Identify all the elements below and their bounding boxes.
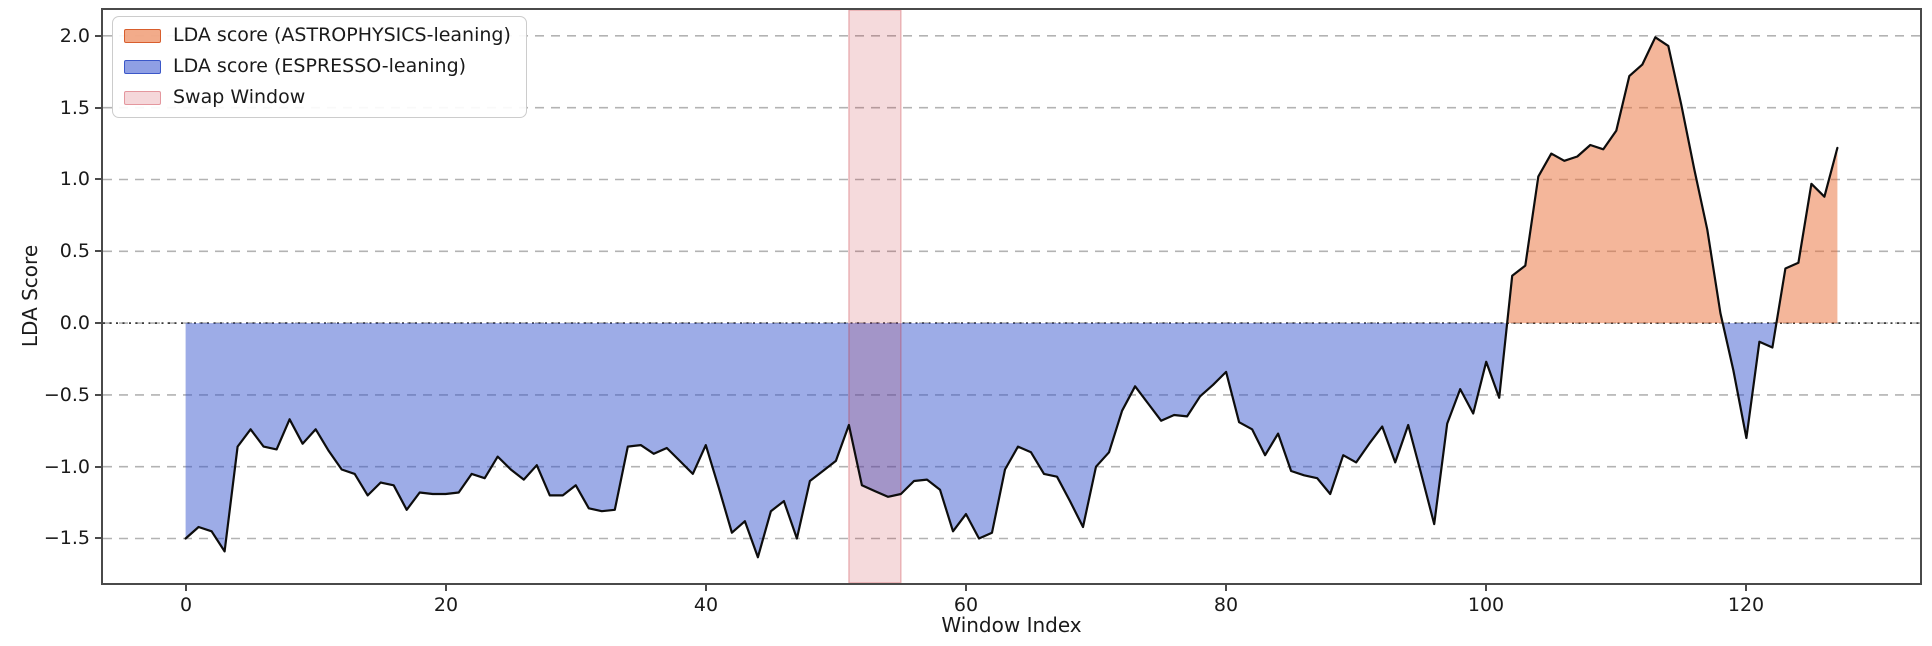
espresso-swatch-icon (124, 59, 161, 74)
x-tick-label: 120 (1727, 594, 1765, 616)
chart-canvas (103, 10, 1920, 583)
y-tick-label: 0.0 (59, 312, 90, 334)
x-tick-label: 60 (953, 594, 979, 616)
swap-window-swatch-icon (124, 90, 161, 105)
x-tick-mark (445, 583, 447, 591)
plot-area (103, 10, 1920, 583)
y-tick-mark (95, 322, 103, 324)
x-tick-label: 20 (433, 594, 459, 616)
swap-window-band (848, 10, 902, 583)
x-tick-mark (705, 583, 707, 591)
y-tick-mark (95, 537, 103, 539)
y-tick-label: 1.5 (59, 97, 90, 119)
y-tick-label: 0.5 (59, 240, 90, 262)
x-tick-mark (1745, 583, 1747, 591)
x-axis-label: Window Index (941, 613, 1082, 637)
x-tick-mark (185, 583, 187, 591)
legend-label: Swap Window (173, 85, 306, 108)
legend-label: LDA score (ASTROPHYSICS-leaning) (173, 24, 511, 46)
x-tick-mark (965, 583, 967, 591)
y-tick-mark (95, 35, 103, 37)
y-tick-mark (95, 250, 103, 252)
legend-label: LDA score (ESPRESSO-leaning) (173, 54, 467, 77)
legend-item-swap-window: Swap Window (124, 85, 511, 109)
y-tick-mark (95, 466, 103, 468)
legend: LDA score (ASTROPHYSICS-leaning) LDA sco… (112, 16, 527, 118)
y-tick-mark (95, 107, 103, 109)
x-tick-mark (1225, 583, 1227, 591)
x-tick-label: 80 (1213, 594, 1239, 616)
y-tick-label: 2.0 (59, 25, 90, 47)
x-tick-label: 100 (1467, 594, 1505, 616)
y-tick-label: −1.5 (43, 527, 90, 549)
x-tick-mark (1485, 583, 1487, 591)
y-tick-label: −0.5 (43, 384, 90, 406)
y-tick-mark (95, 178, 103, 180)
x-tick-label: 0 (179, 594, 193, 616)
legend-item-espresso: LDA score (ESPRESSO-leaning) (124, 54, 511, 78)
espresso-area (185, 323, 1838, 558)
x-tick-label: 40 (693, 594, 719, 616)
legend-item-astrophysics: LDA score (ASTROPHYSICS-leaning) (124, 24, 511, 47)
astrophysics-swatch-icon (124, 28, 161, 43)
y-tick-mark (95, 394, 103, 396)
y-tick-label: −1.0 (43, 456, 90, 478)
y-tick-label: 1.0 (59, 168, 90, 190)
lda-score-line (184, 36, 1839, 559)
